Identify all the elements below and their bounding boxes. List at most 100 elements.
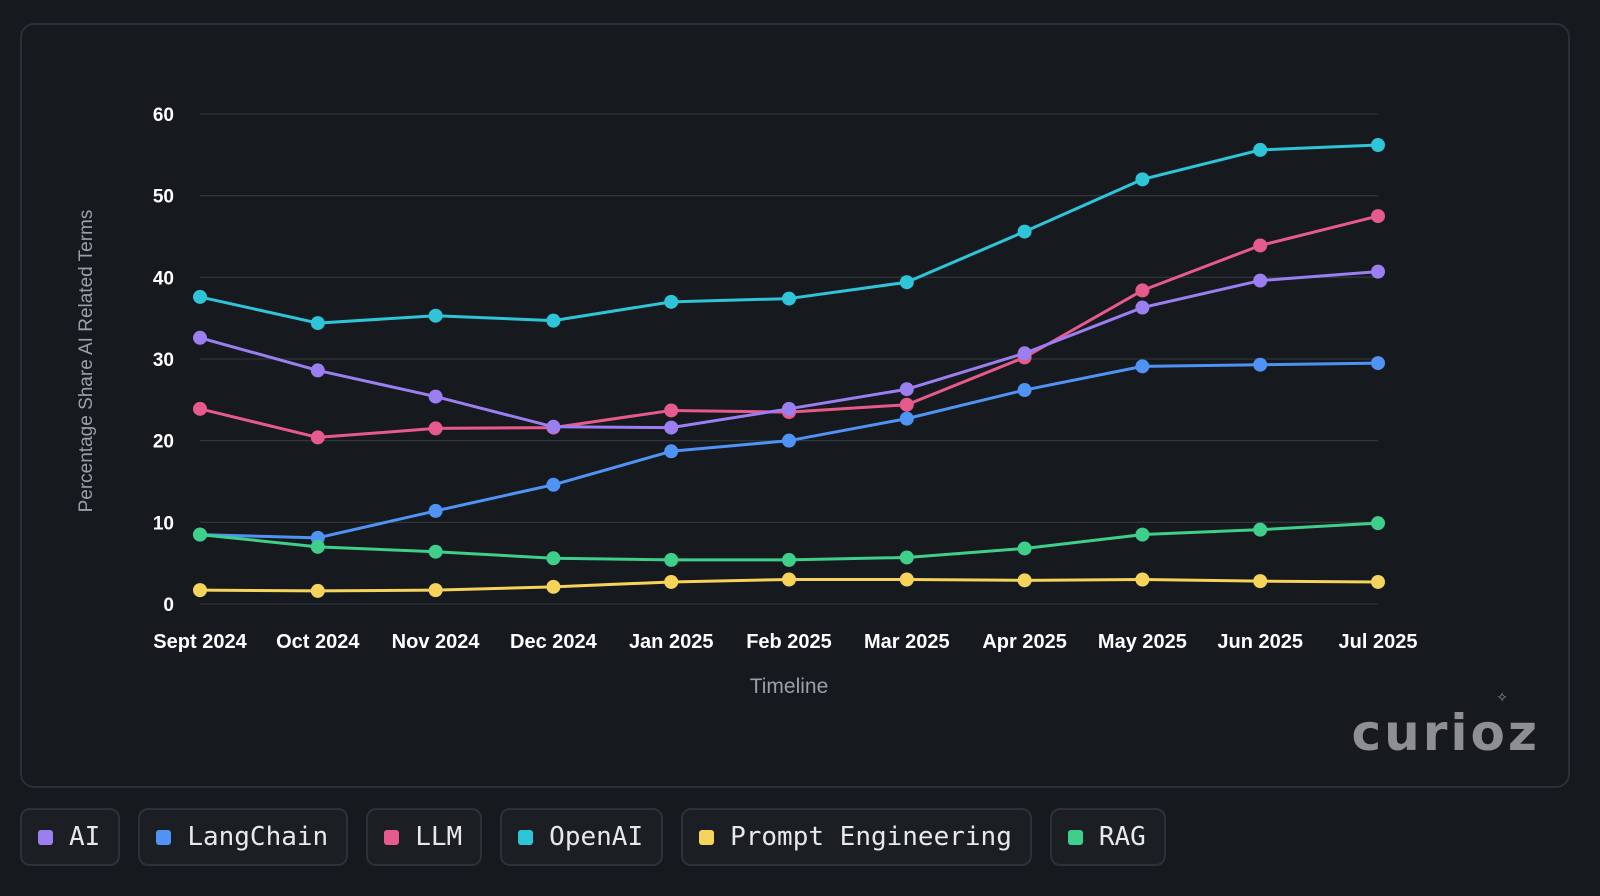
series-line-langchain: [198, 361, 1380, 540]
data-point-langchain: [1253, 357, 1268, 372]
legend: AI LangChain LLM OpenAI Prompt Engineeri…: [20, 808, 1166, 866]
data-point-openai: [546, 313, 561, 328]
legend-item-ai[interactable]: AI: [20, 808, 121, 866]
sparkle-icon: ✧: [1496, 689, 1508, 705]
data-point-rag: [1371, 516, 1385, 531]
data-point-prompt-engineering: [1135, 572, 1150, 587]
data-point-llm: [1253, 238, 1268, 253]
legend-label-llm: LLM: [415, 822, 463, 852]
data-point-rag: [546, 551, 561, 566]
data-point-prompt-engineering: [310, 583, 325, 598]
y-tick-label: 20: [153, 432, 174, 453]
data-point-openai: [1371, 138, 1385, 153]
x-tick-label: Nov 2024: [392, 631, 481, 653]
legend-swatch-ai: [38, 829, 53, 845]
legend-item-rag[interactable]: RAG: [1049, 808, 1166, 866]
legend-swatch-llm: [384, 829, 400, 845]
data-point-llm: [428, 421, 443, 436]
data-point-ai: [310, 363, 325, 378]
legend-swatch-langchain: [156, 829, 172, 845]
data-point-ai: [1253, 273, 1268, 288]
x-tick-label: Sept 2024: [153, 631, 247, 653]
legend-item-openai[interactable]: OpenAI: [500, 808, 664, 866]
legend-swatch-prompt-engineering: [699, 829, 715, 845]
data-point-llm: [1135, 283, 1150, 298]
x-tick-label: Dec 2024: [510, 631, 598, 653]
data-point-ai: [1135, 300, 1150, 315]
data-point-rag: [782, 552, 796, 567]
x-axis-title: Timeline: [750, 675, 829, 698]
brand-watermark: curioz: [1351, 704, 1540, 762]
data-point-prompt-engineering: [193, 583, 207, 598]
data-point-langchain: [1135, 359, 1150, 374]
data-point-langchain: [428, 503, 443, 518]
legend-label-openai: OpenAI: [549, 822, 644, 852]
data-point-rag: [1017, 541, 1032, 556]
y-tick-label: 40: [153, 268, 174, 289]
data-point-langchain: [782, 433, 796, 448]
data-point-langchain: [1371, 356, 1385, 371]
data-point-ai: [664, 420, 679, 435]
data-point-prompt-engineering: [782, 572, 796, 587]
data-point-prompt-engineering: [1017, 573, 1032, 588]
y-tick-label: 30: [153, 350, 174, 371]
data-point-openai: [664, 294, 679, 309]
data-point-rag: [310, 539, 325, 554]
data-point-llm: [310, 430, 325, 445]
legend-swatch-openai: [518, 829, 534, 845]
x-tick-label: Apr 2025: [982, 631, 1067, 653]
data-point-ai: [546, 419, 561, 434]
data-point-openai: [428, 308, 443, 323]
data-point-ai: [899, 382, 914, 397]
data-point-ai: [782, 401, 796, 416]
data-point-rag: [193, 527, 207, 542]
legend-item-prompt-engineering[interactable]: Prompt Engineering: [681, 808, 1032, 866]
data-point-rag: [664, 552, 679, 567]
data-point-ai: [1371, 264, 1385, 279]
data-point-openai: [1017, 224, 1032, 239]
data-point-openai: [782, 291, 796, 306]
x-tick-label: Feb 2025: [746, 631, 832, 653]
legend-item-langchain[interactable]: LangChain: [138, 808, 349, 866]
x-tick-label: May 2025: [1098, 631, 1187, 653]
data-point-rag: [1135, 527, 1150, 542]
data-point-ai: [428, 389, 443, 404]
x-tick-label: Oct 2024: [276, 631, 360, 653]
data-point-openai: [899, 275, 914, 290]
data-point-prompt-engineering: [428, 583, 443, 598]
data-point-openai: [310, 316, 325, 331]
data-point-ai: [193, 330, 207, 345]
y-tick-label: 0: [163, 595, 174, 616]
data-point-langchain: [664, 444, 679, 459]
x-tick-label: Jul 2025: [1339, 631, 1418, 653]
data-point-prompt-engineering: [1253, 574, 1268, 589]
legend-swatch-rag: [1067, 829, 1083, 845]
data-point-prompt-engineering: [664, 574, 679, 589]
data-point-prompt-engineering: [899, 572, 914, 587]
data-point-prompt-engineering: [1371, 574, 1385, 589]
x-tick-label: Jun 2025: [1217, 631, 1303, 653]
data-point-ai: [1017, 346, 1032, 361]
data-point-rag: [1253, 522, 1268, 537]
y-axis-title: Percentage Share AI Related Terms: [76, 210, 97, 513]
data-point-llm: [193, 401, 207, 416]
line-chart: 0 10 20 30 40 50 60 Sept 2024 Oct 2024 Nov 2024 De…: [76, 105, 1418, 698]
data-point-openai: [193, 289, 207, 304]
y-tick-label: 10: [153, 513, 174, 534]
data-point-llm: [1371, 209, 1385, 224]
legend-label-prompt-engineering: Prompt Engineering: [730, 822, 1012, 852]
legend-label-ai: AI: [69, 822, 101, 852]
legend-item-llm[interactable]: LLM: [366, 808, 483, 866]
legend-label-rag: RAG: [1098, 822, 1146, 852]
legend-label-langchain: LangChain: [187, 822, 329, 852]
data-point-langchain: [899, 411, 914, 426]
y-tick-label: 60: [153, 105, 174, 126]
chart-card: 0 10 20 30 40 50 60 Sept 2024 Oct 2024 Nov 2024 De…: [20, 23, 1570, 788]
x-tick-label: Mar 2025: [864, 631, 950, 653]
data-point-rag: [428, 544, 443, 559]
data-point-prompt-engineering: [546, 579, 561, 594]
y-tick-label: 50: [153, 187, 174, 208]
data-point-llm: [664, 403, 679, 418]
x-tick-label: Jan 2025: [629, 631, 714, 653]
data-point-langchain: [1017, 383, 1032, 398]
